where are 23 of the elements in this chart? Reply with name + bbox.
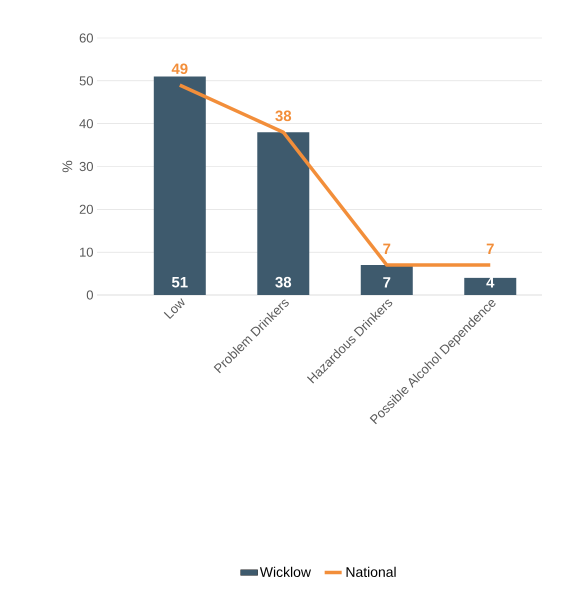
y-tick-label: 40 (79, 119, 93, 128)
data-label: 7 (486, 244, 494, 254)
data-label: 7 (383, 244, 390, 254)
y-tick-label: 30 (80, 162, 93, 172)
legend-label: National (346, 566, 396, 577)
y-tick-label: 0 (86, 290, 93, 300)
y-axis-title: % (62, 160, 72, 172)
y-tick-label: 10 (80, 248, 93, 257)
y-tick-label: 60 (80, 33, 93, 43)
data-label: 7 (383, 277, 390, 288)
data-label: 51 (172, 277, 188, 288)
data-label: 49 (172, 63, 188, 74)
data-label: 38 (275, 276, 292, 288)
y-tick-label: 50 (80, 76, 93, 86)
x-tick-label: Low (164, 298, 185, 320)
legend-label: Wicklow (260, 566, 311, 577)
bar (154, 76, 206, 295)
data-label: 38 (275, 110, 292, 122)
bar (257, 132, 310, 295)
y-tick-label: 20 (80, 204, 93, 214)
bar (464, 278, 516, 295)
bar (360, 265, 413, 295)
data-label: 4 (486, 277, 494, 288)
